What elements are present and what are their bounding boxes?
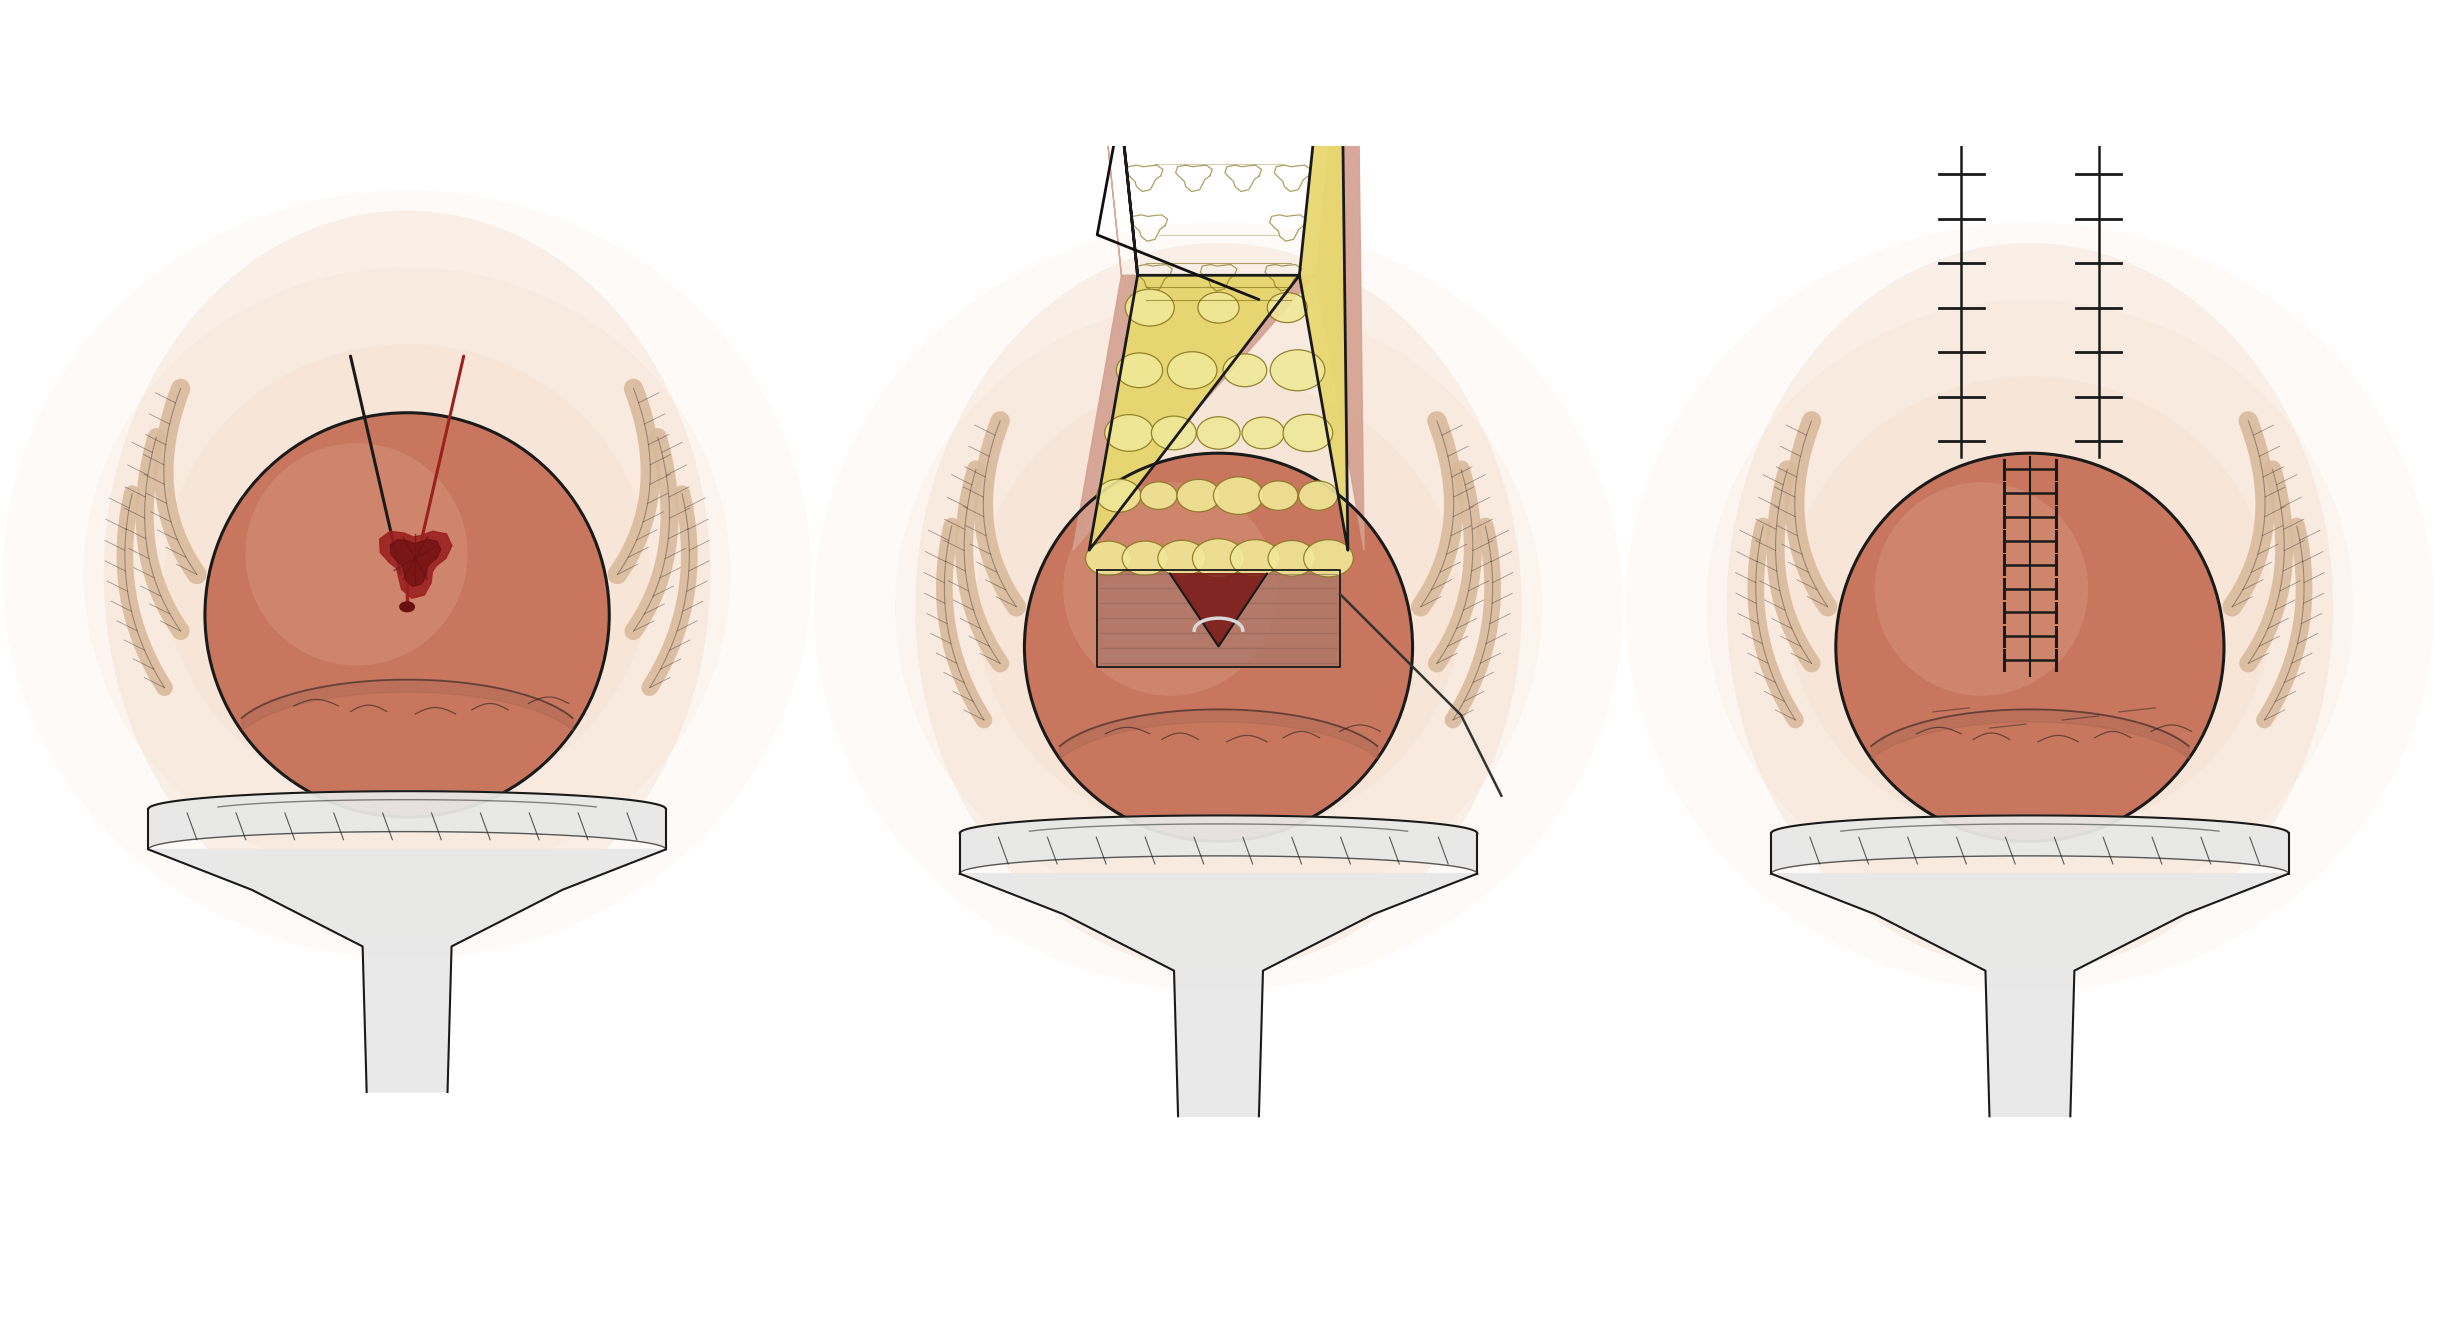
Ellipse shape bbox=[1158, 540, 1206, 576]
Ellipse shape bbox=[1197, 416, 1240, 449]
Polygon shape bbox=[2096, 56, 2101, 81]
Ellipse shape bbox=[1243, 418, 1284, 449]
Polygon shape bbox=[1097, 569, 1340, 666]
Ellipse shape bbox=[1231, 540, 1279, 577]
Ellipse shape bbox=[1625, 223, 2435, 991]
Ellipse shape bbox=[2, 191, 812, 959]
Ellipse shape bbox=[1869, 453, 2191, 760]
Circle shape bbox=[1835, 453, 2225, 841]
Ellipse shape bbox=[894, 299, 1543, 915]
Ellipse shape bbox=[1260, 481, 1299, 510]
Ellipse shape bbox=[1267, 540, 1316, 576]
Ellipse shape bbox=[83, 267, 731, 882]
Ellipse shape bbox=[1270, 349, 1326, 391]
Ellipse shape bbox=[916, 243, 1521, 971]
Circle shape bbox=[205, 412, 609, 817]
Ellipse shape bbox=[1116, 353, 1162, 388]
Polygon shape bbox=[1959, 56, 1964, 81]
Ellipse shape bbox=[1192, 539, 1245, 577]
Ellipse shape bbox=[105, 211, 709, 939]
Polygon shape bbox=[149, 849, 665, 1092]
Ellipse shape bbox=[975, 376, 1462, 837]
Ellipse shape bbox=[1150, 416, 1197, 450]
Ellipse shape bbox=[246, 420, 568, 728]
Ellipse shape bbox=[1126, 289, 1175, 326]
Ellipse shape bbox=[166, 344, 651, 804]
Ellipse shape bbox=[1084, 541, 1131, 576]
Polygon shape bbox=[1089, 0, 1348, 551]
Ellipse shape bbox=[1058, 453, 1379, 760]
Polygon shape bbox=[380, 532, 451, 598]
Ellipse shape bbox=[1304, 540, 1353, 577]
Ellipse shape bbox=[1299, 481, 1338, 510]
Polygon shape bbox=[960, 815, 1477, 874]
Ellipse shape bbox=[1167, 352, 1216, 389]
Ellipse shape bbox=[400, 602, 414, 611]
Circle shape bbox=[1063, 482, 1277, 696]
Ellipse shape bbox=[1267, 293, 1306, 322]
Ellipse shape bbox=[1214, 477, 1262, 514]
Polygon shape bbox=[1072, 0, 1365, 551]
Ellipse shape bbox=[1282, 414, 1333, 451]
Polygon shape bbox=[960, 874, 1477, 1116]
Circle shape bbox=[246, 443, 468, 665]
Ellipse shape bbox=[814, 223, 1623, 991]
Polygon shape bbox=[2093, 73, 2103, 118]
Polygon shape bbox=[1170, 573, 1267, 646]
Ellipse shape bbox=[1728, 243, 2332, 971]
Ellipse shape bbox=[1121, 541, 1167, 576]
Polygon shape bbox=[1772, 815, 2288, 874]
Ellipse shape bbox=[1104, 415, 1153, 451]
Polygon shape bbox=[1772, 874, 2288, 1116]
Polygon shape bbox=[390, 540, 441, 587]
Polygon shape bbox=[149, 791, 665, 849]
Polygon shape bbox=[1957, 73, 1967, 118]
Ellipse shape bbox=[1097, 479, 1141, 512]
Ellipse shape bbox=[1141, 482, 1177, 509]
Ellipse shape bbox=[1223, 353, 1267, 387]
Ellipse shape bbox=[1199, 293, 1238, 324]
Ellipse shape bbox=[1706, 299, 2354, 915]
Ellipse shape bbox=[1786, 376, 2271, 837]
Ellipse shape bbox=[1177, 479, 1221, 512]
Circle shape bbox=[1024, 453, 1413, 841]
Circle shape bbox=[1874, 482, 2089, 696]
